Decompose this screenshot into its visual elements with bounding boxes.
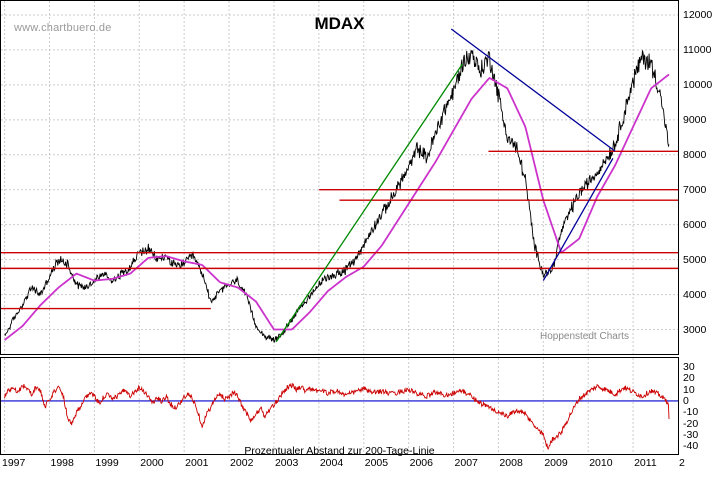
oscillator-panel — [0, 357, 679, 455]
price-tick-label: 12000 — [683, 8, 713, 21]
oscillator-tick-label: 20 — [683, 372, 695, 385]
price-tick-label: 4000 — [683, 288, 707, 301]
year-tick-label: 2010 — [589, 457, 613, 469]
price-panel — [0, 0, 679, 355]
price-tick-label: 8000 — [683, 148, 707, 161]
oscillator-axis-labels: 30 20 10 0 -10 -20 -30 -40 — [681, 357, 723, 455]
price-chart-svg — [1, 1, 678, 354]
year-tick-label: 2005 — [364, 457, 389, 469]
oscillator-tick-label: -10 — [683, 406, 699, 419]
oscillator-tick-label: -40 — [683, 440, 699, 453]
price-axis-labels: 3000 4000 5000 6000 7000 8000 9000 10000 11000 12… — [681, 0, 723, 355]
watermark-text: www.chartbuero.de — [14, 22, 112, 34]
year-tick-label: 2000 — [140, 457, 164, 469]
year-tick-label: 2009 — [544, 457, 568, 469]
price-tick-label: 6000 — [683, 218, 707, 231]
year-tick-label: 2007 — [454, 457, 478, 469]
oscillator-tick-label: -20 — [683, 417, 699, 430]
oscillator-tick-label: 0 — [683, 394, 689, 407]
price-tick-label: 7000 — [683, 183, 707, 196]
year-tick-label: 2 — [679, 457, 685, 469]
year-tick-label: 2003 — [274, 457, 299, 469]
price-tick-label: 5000 — [683, 253, 707, 266]
year-tick-label: 2008 — [499, 457, 523, 469]
price-tick-label: 3000 — [683, 323, 707, 336]
credit-text: Hoppenstedt Charts — [540, 331, 629, 342]
oscillator-chart-svg — [1, 358, 678, 454]
year-tick-label: 2011 — [634, 457, 657, 469]
oscillator-tick-label: 30 — [683, 361, 695, 374]
year-tick-label: 2004 — [319, 457, 344, 469]
price-tick-label: 9000 — [683, 113, 707, 126]
x-axis-labels: 1997 1998 1999 2000 2001 2002 2003 2004 2005 2006… — [0, 457, 723, 483]
page-title: MDAX — [314, 14, 365, 33]
year-tick-label: 2006 — [409, 457, 433, 469]
price-tick-label: 10000 — [683, 78, 713, 91]
year-tick-label: 2001 — [185, 457, 209, 469]
oscillator-tick-label: 10 — [683, 383, 695, 396]
oscillator-caption: Prozentualer Abstand zur 200-Tage-Linie — [244, 445, 435, 457]
year-tick-label: 1997 — [2, 457, 26, 469]
year-tick-label: 1998 — [50, 457, 74, 469]
year-tick-label: 1999 — [95, 457, 119, 469]
year-tick-label: 2002 — [230, 457, 254, 469]
oscillator-tick-label: -30 — [683, 428, 699, 441]
price-tick-label: 11000 — [683, 43, 712, 56]
